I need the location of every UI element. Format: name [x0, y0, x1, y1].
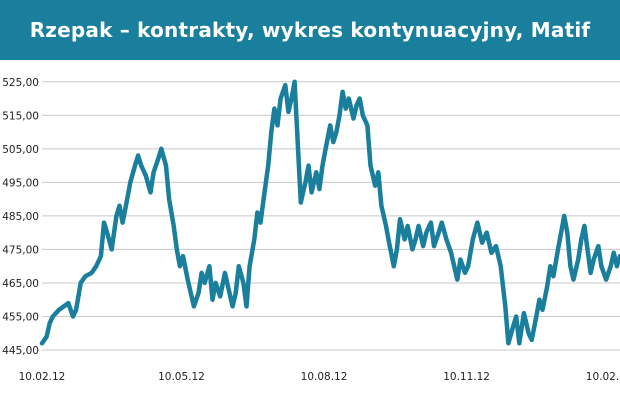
y-tick-label: 505,00 — [2, 144, 39, 156]
y-tick-label: 445,00 — [2, 345, 39, 357]
series-line — [39, 79, 620, 346]
x-tick-label: 10.02.13 — [586, 371, 620, 383]
title-bar: Rzepak – kontrakty, wykres kontynuacyjny… — [0, 0, 620, 60]
y-tick-label: 475,00 — [2, 244, 39, 256]
x-tick-label: 10.02.12 — [19, 371, 66, 383]
line-chart: 445,00 455,00 465,00 475,00 485,00 495,00 505,… — [2, 77, 620, 383]
chart-title: Rzepak – kontrakty, wykres kontynuacyjny… — [29, 18, 591, 42]
y-tick-label: 525,00 — [2, 77, 39, 89]
y-tick-label: 515,00 — [2, 110, 39, 122]
y-tick-label: 485,00 — [2, 211, 39, 223]
x-tick-label: 10.08.12 — [301, 371, 348, 383]
x-tick-label: 10.05.12 — [158, 371, 205, 383]
y-tick-label: 465,00 — [2, 278, 39, 290]
x-tick-label: 10.11.12 — [443, 371, 490, 383]
y-tick-label: 455,00 — [2, 311, 39, 323]
y-tick-label: 495,00 — [2, 177, 39, 189]
